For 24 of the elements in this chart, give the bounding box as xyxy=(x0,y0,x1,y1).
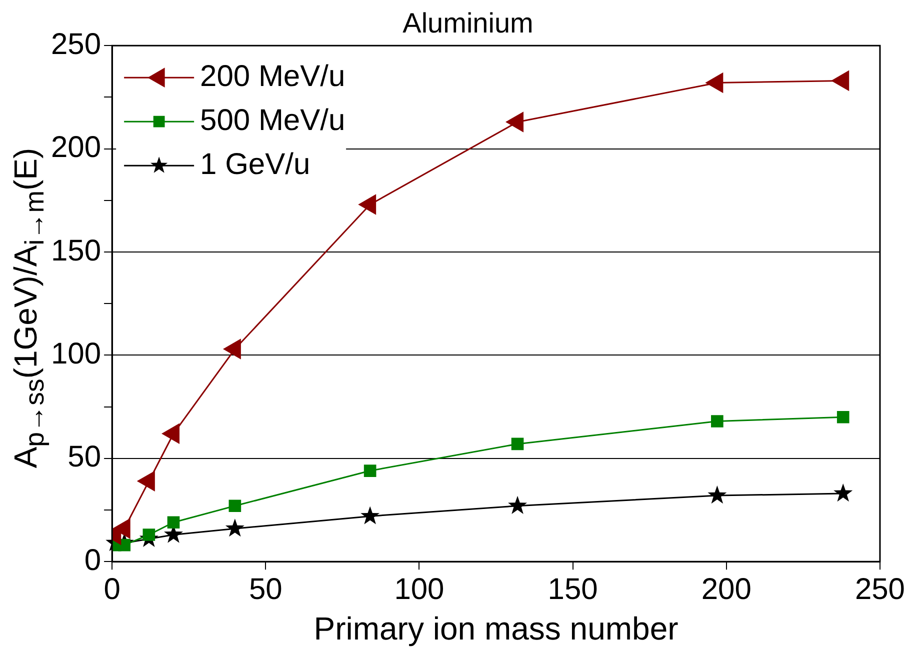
point xyxy=(711,415,724,428)
x-tick-label: 100 xyxy=(394,572,444,606)
y-tick-label: 100 xyxy=(50,337,102,370)
point xyxy=(834,483,853,502)
point xyxy=(142,528,156,541)
legend-label: 200 MeV/u xyxy=(200,60,346,93)
x-tick-label: 50 xyxy=(248,572,282,606)
point xyxy=(511,438,524,450)
legend-label: 500 MeV/u xyxy=(200,104,346,137)
y-tick-label: 200 xyxy=(50,131,102,164)
x-tick-label: 150 xyxy=(548,572,598,606)
x-tick-label: 200 xyxy=(701,572,752,606)
point xyxy=(364,464,376,477)
point xyxy=(228,500,242,512)
y-tick-label: 0 xyxy=(84,544,102,577)
y-tick-label: 50 xyxy=(68,440,102,474)
x-tick-label: 250 xyxy=(854,572,906,606)
y-tick-label: 150 xyxy=(50,234,102,268)
y-tick-label: 250 xyxy=(50,28,102,61)
x-axis-title: Primary ion mass number xyxy=(314,610,679,647)
point xyxy=(836,410,850,424)
chart-title: Aluminium xyxy=(402,8,534,39)
point xyxy=(167,516,180,529)
legend-label: 1 GeV/u xyxy=(200,148,310,181)
